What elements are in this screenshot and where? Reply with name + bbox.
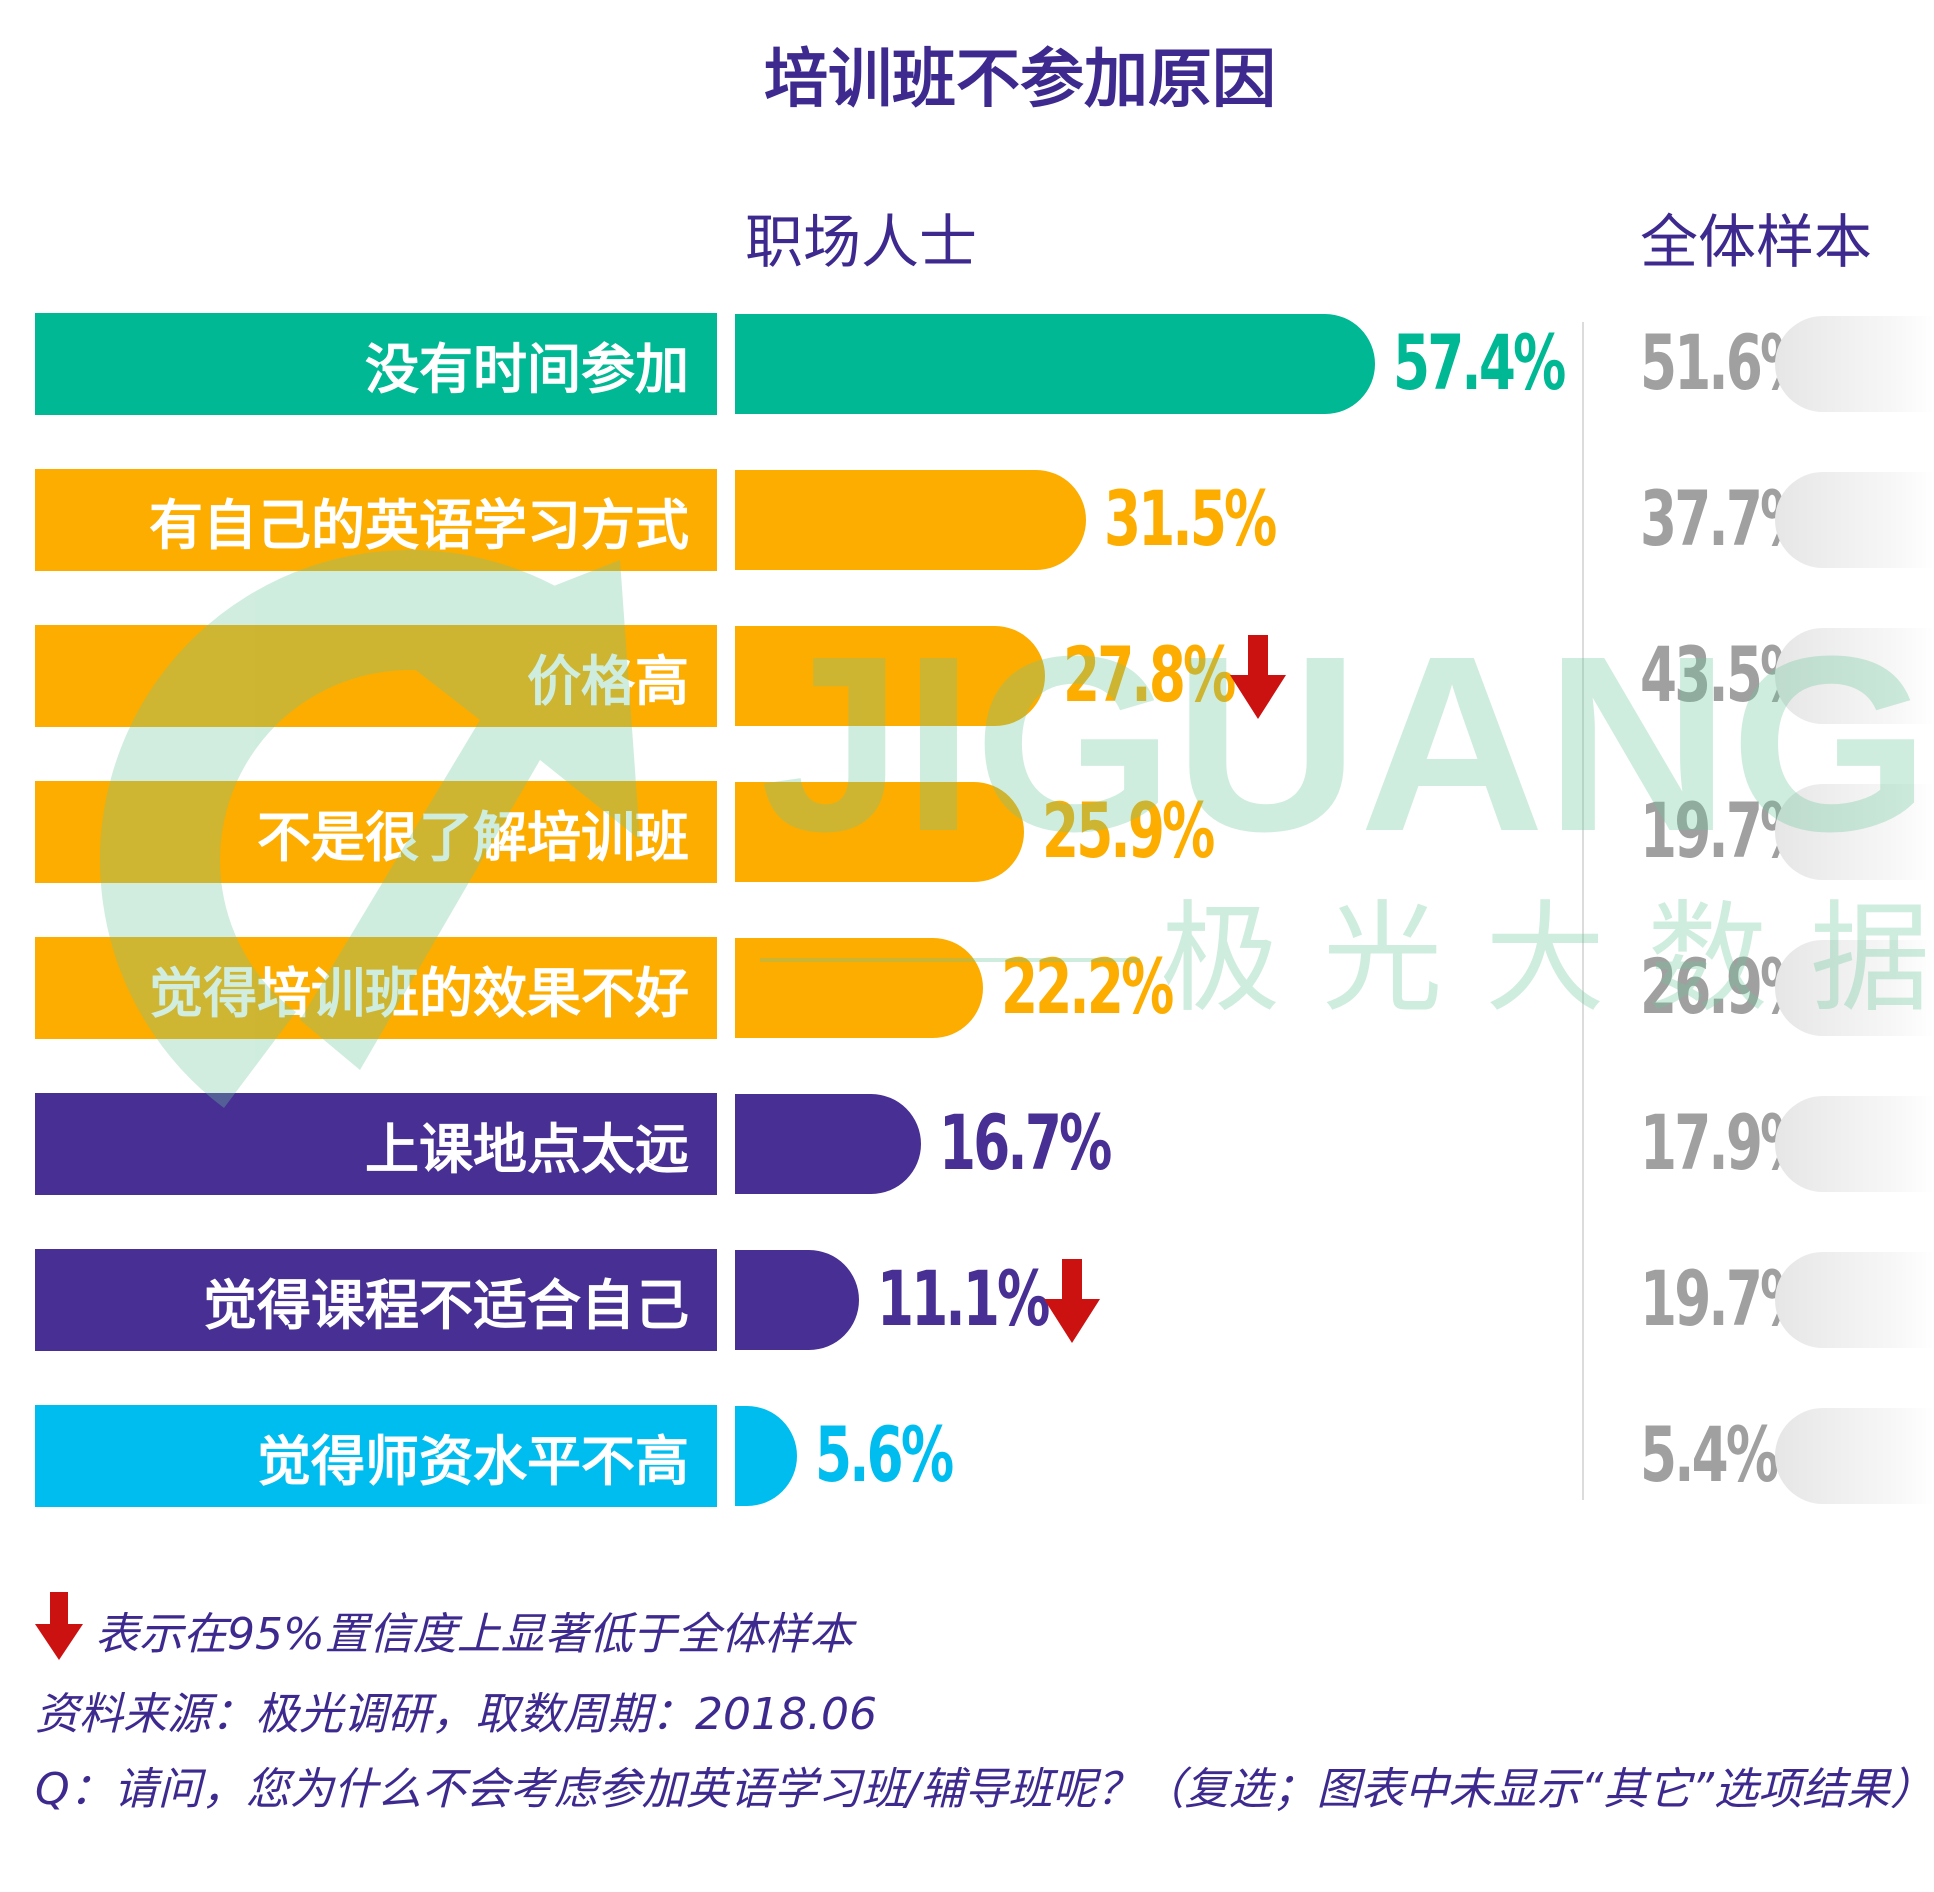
category-label: 不是很了解培训班 (35, 781, 717, 883)
segment-value-label: 31.5% (1104, 474, 1277, 563)
segment-value-label: 25.9% (1041, 786, 1215, 875)
segment-bar (735, 626, 1045, 726)
segment-bar (735, 1406, 798, 1506)
category-label: 有自己的英语学习方式 (35, 469, 717, 571)
segment-value-label: 5.6% (815, 1410, 954, 1499)
footnote-question: Q：请问，您为什么不会考虑参加英语学习班/辅导班呢？（复选；图表中未显示“其它”… (35, 1764, 1934, 1815)
column-header-segment: 职场人士 (745, 208, 978, 276)
category-label: 觉得课程不适合自己 (35, 1249, 717, 1351)
category-label: 觉得师资水平不高 (35, 1405, 717, 1507)
column-header-total: 全体样本 (1640, 208, 1873, 276)
down-arrow-icon (1229, 635, 1286, 719)
footnote-legend: 表示在95%置信度上显著低于全体样本 (95, 1609, 853, 1660)
total-bar (1775, 316, 1934, 412)
segment-value-label: 16.7% (939, 1098, 1112, 1187)
category-label: 价格高 (35, 625, 717, 727)
segment-bar (735, 470, 1087, 570)
total-value-label: 5.4% (1640, 1410, 1779, 1499)
total-bar (1775, 628, 1934, 724)
segment-bar (735, 1250, 859, 1350)
category-label: 没有时间参加 (35, 313, 717, 415)
total-bar (1775, 784, 1934, 880)
segment-value-label: 57.4% (1393, 318, 1566, 407)
segment-bar (735, 938, 983, 1038)
total-bar (1775, 940, 1934, 1036)
total-bar (1775, 1408, 1934, 1504)
column-divider (1582, 322, 1584, 1500)
segment-value-label: 27.8% (1062, 630, 1236, 719)
segment-bar (735, 782, 1024, 882)
footnote-source: 资料来源：极光调研，取数周期：2018.06 (35, 1689, 877, 1740)
segment-value-label: 22.2% (1000, 942, 1174, 1031)
total-bar (1775, 1096, 1934, 1192)
chart-title: 培训班不参加原因 (764, 43, 1276, 117)
total-bar (1775, 472, 1934, 568)
total-bar (1775, 1252, 1934, 1348)
down-arrow-icon (35, 1592, 83, 1660)
segment-bar (735, 1094, 922, 1194)
segment-bar (735, 314, 1375, 414)
down-arrow-icon (1043, 1259, 1100, 1343)
category-label: 上课地点太远 (35, 1093, 717, 1195)
category-label: 觉得培训班的效果不好 (35, 937, 717, 1039)
segment-value-label: 11.1% (876, 1254, 1050, 1343)
